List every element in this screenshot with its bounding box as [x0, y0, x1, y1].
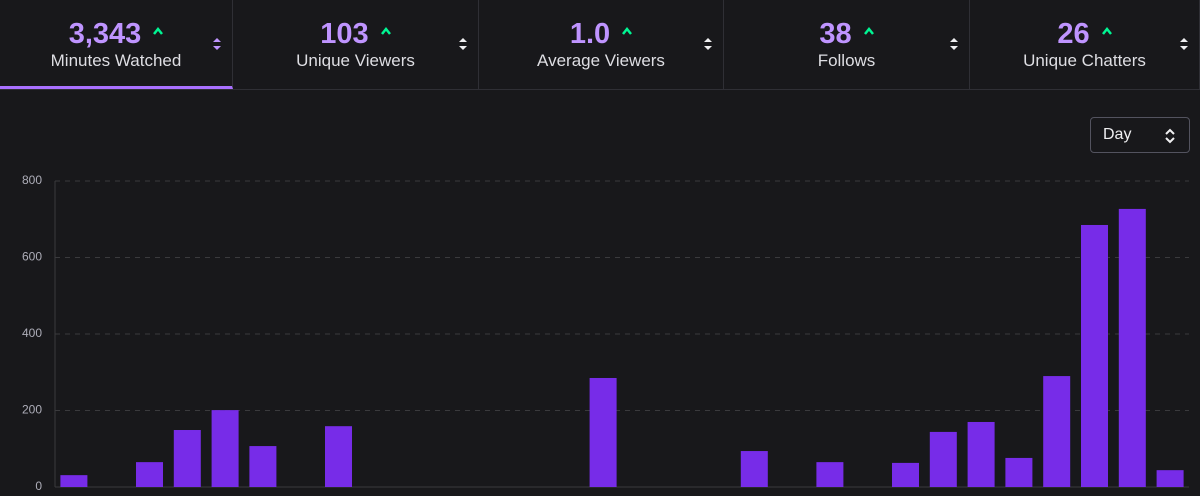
- metric-value: 1.0: [479, 18, 723, 50]
- trend-up-icon: [863, 27, 874, 35]
- metric-label: Unique Viewers: [296, 51, 415, 70]
- y-tick-label: 800: [22, 173, 42, 187]
- metric-number: 38: [819, 18, 852, 50]
- bar: [892, 462, 919, 487]
- y-tick-label: 600: [22, 250, 42, 264]
- metric-tabs: 3,343 Minutes Watched 103 Unique Viewers…: [0, 0, 1200, 90]
- select-icon: [1165, 128, 1175, 144]
- trend-up-icon: [380, 27, 391, 35]
- metric-label: Average Viewers: [537, 51, 665, 70]
- period-select[interactable]: Day: [1090, 117, 1190, 153]
- metric-value: 26: [970, 18, 1199, 50]
- metric-value: 3,343: [0, 18, 232, 50]
- bar: [1005, 457, 1033, 487]
- trend-up-icon: [622, 27, 633, 35]
- sort-icon[interactable]: [703, 36, 713, 52]
- metric-tab[interactable]: 103 Unique Viewers: [233, 0, 479, 89]
- bar: [249, 446, 277, 487]
- bar: [1081, 224, 1108, 488]
- bar: [211, 410, 239, 487]
- bar: [60, 475, 88, 487]
- metric-tab[interactable]: 26 Unique Chatters: [970, 0, 1200, 89]
- y-tick-label: 200: [22, 403, 42, 417]
- bar: [136, 462, 163, 487]
- sort-icon[interactable]: [458, 36, 468, 52]
- bar: [929, 431, 957, 487]
- metric-label: Minutes Watched: [50, 51, 182, 70]
- bar: [325, 426, 352, 487]
- metric-tab[interactable]: 3,343 Minutes Watched: [0, 0, 233, 89]
- trend-up-icon: [153, 27, 164, 35]
- bar: [1156, 470, 1184, 487]
- y-tick-label: 400: [22, 326, 42, 340]
- metric-value: 103: [233, 18, 478, 50]
- sort-icon[interactable]: [949, 36, 959, 52]
- metric-label: Unique Chatters: [1023, 51, 1146, 70]
- metric-number: 3,343: [68, 18, 142, 50]
- bar: [740, 451, 768, 487]
- metric-number: 26: [1057, 18, 1090, 50]
- metric-tab[interactable]: 1.0 Average Viewers: [479, 0, 724, 89]
- bar: [1043, 376, 1071, 487]
- sort-icon[interactable]: [1179, 36, 1189, 52]
- bar: [816, 462, 844, 487]
- metric-number: 1.0: [569, 18, 611, 50]
- bar: [967, 421, 995, 487]
- metric-value: 38: [724, 18, 969, 50]
- bar: [173, 430, 201, 487]
- bar: [1118, 208, 1146, 488]
- metric-tab[interactable]: 38 Follows: [724, 0, 970, 89]
- sort-icon[interactable]: [212, 36, 222, 52]
- period-select-label: Day: [1103, 126, 1132, 143]
- trend-up-icon: [1101, 27, 1112, 35]
- metric-number: 103: [320, 18, 369, 50]
- chart: 0 200 400 600 800: [22, 173, 1189, 493]
- y-tick-label: 0: [35, 479, 42, 493]
- metric-label: Follows: [817, 51, 876, 70]
- bar: [589, 377, 617, 487]
